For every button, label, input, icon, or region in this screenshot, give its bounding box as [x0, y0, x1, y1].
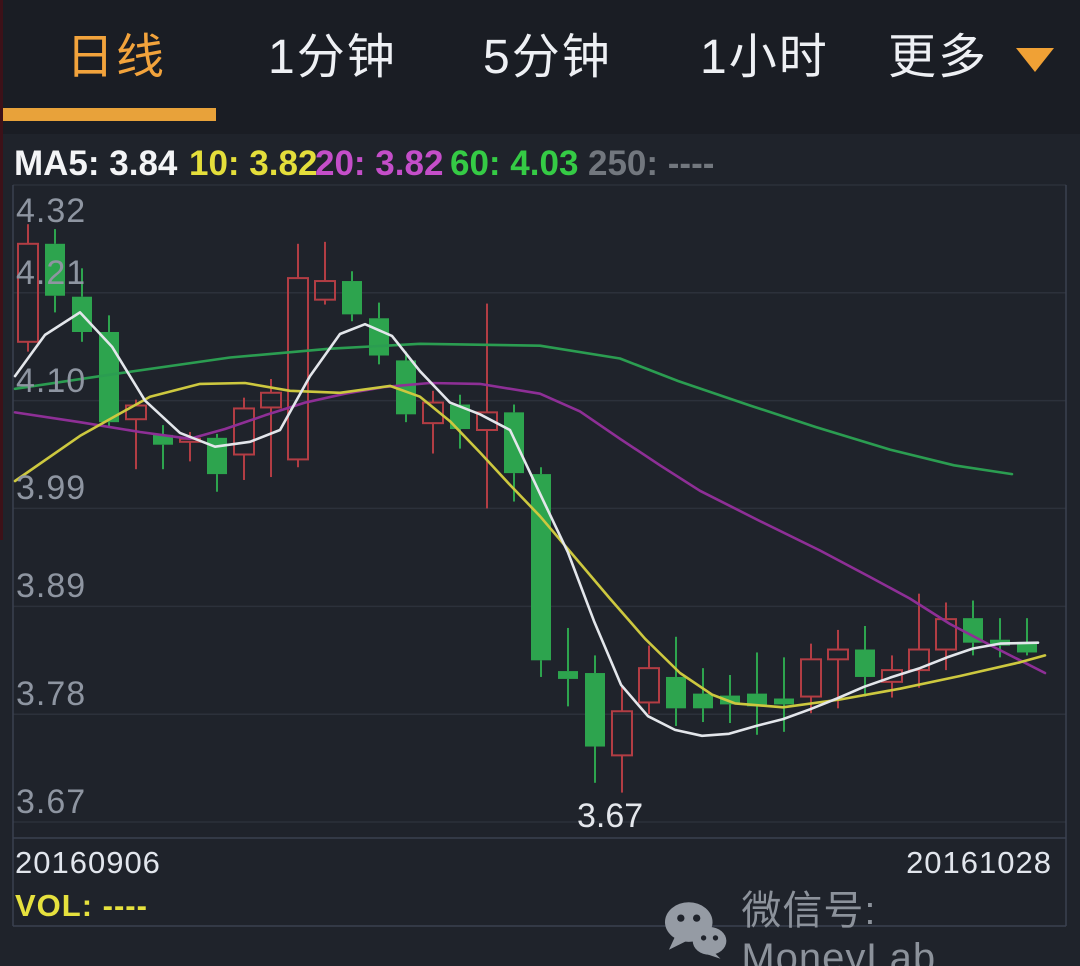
ma-lines — [13, 311, 1047, 738]
y-axis-label: 4.10 — [16, 361, 87, 400]
ma-legend: MA5: 3.84 10: 3.82 20: 3.82 60: 4.03 250… — [0, 144, 1080, 184]
tab-more[interactable]: 更多 — [888, 31, 989, 84]
candles — [17, 224, 1037, 793]
x-axis-end-date: 20161028 — [906, 845, 1052, 880]
x-axis-start-date: 20160906 — [15, 845, 161, 880]
y-axis-label: 3.99 — [16, 469, 87, 508]
y-axis-label: 4.32 — [16, 192, 87, 230]
wechat-watermark: 微信号: MoneyLab — [664, 878, 1080, 966]
legend-ma250: 250: ---- — [588, 144, 715, 183]
volume-indicator-label: VOL: ---- — [15, 888, 148, 923]
tab-5min[interactable]: 5分钟 — [483, 31, 612, 84]
y-axis-label: 3.89 — [16, 567, 87, 606]
tab-daily[interactable]: 日线 — [66, 31, 167, 84]
legend-ma60: 60: 4.03 — [450, 144, 579, 183]
wechat-icon — [664, 901, 727, 959]
left-edge-artifact — [0, 0, 3, 540]
tab-1hour[interactable]: 1小时 — [700, 31, 829, 84]
tab-1min[interactable]: 1分钟 — [268, 31, 397, 84]
timeframe-tabbar: 日线 1分钟 5分钟 1小时 更多 — [0, 0, 1080, 134]
chevron-down-icon[interactable] — [1016, 48, 1054, 72]
active-tab-underline — [0, 108, 216, 121]
y-axis-label: 3.78 — [16, 675, 87, 714]
legend-ma5: MA5: 3.84 — [14, 144, 178, 183]
low-price-annotation: 3.67 — [577, 796, 644, 835]
legend-ma10: 10: 3.82 — [189, 144, 318, 183]
y-axis-label: 3.67 — [16, 783, 87, 821]
y-axis-label: 4.21 — [16, 253, 87, 292]
legend-ma20: 20: 3.82 — [315, 144, 444, 183]
watermark-text: 微信号: MoneyLab — [741, 889, 937, 966]
